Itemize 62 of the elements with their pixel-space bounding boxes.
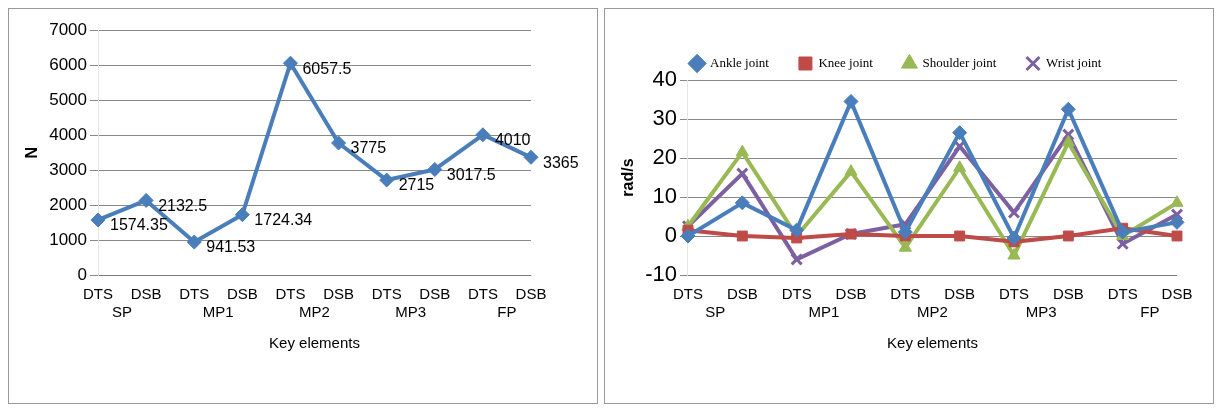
legend-label: Ankle joint [710, 54, 770, 70]
x-tick-label: DSB [323, 285, 354, 303]
y-tick-label: 40 [652, 66, 678, 92]
data-label: 3017.5 [446, 165, 496, 183]
y-axis-title: N [23, 146, 41, 159]
y-tick-label: 30 [652, 105, 678, 131]
text: MP3 [395, 302, 427, 320]
data-label: 2715 [398, 176, 435, 194]
y-tick-label: 0 [77, 264, 88, 284]
data-label: 3775 [350, 139, 387, 157]
legend-label: Knee joint [818, 54, 874, 70]
text: FP [1140, 302, 1160, 320]
text: SP [705, 302, 726, 320]
x-tick-label: DTS [83, 285, 114, 303]
legend-label: Wrist joint [1046, 54, 1102, 70]
y-tick-label: 0 [664, 222, 678, 248]
y-tick-label: -10 [645, 261, 678, 287]
y-tick-label: 2000 [49, 194, 88, 214]
x-axis-title: Key elements [269, 334, 360, 352]
x-tick-label: DTS [890, 285, 921, 303]
x-tick-label: DTS [467, 285, 498, 303]
x-tick-label: DTS [275, 285, 306, 303]
y-tick-label: 20 [652, 144, 678, 170]
y-tick-label: 7000 [49, 19, 88, 39]
y-tick-label: 4000 [49, 124, 88, 144]
text: MP1 [808, 302, 840, 320]
x-tick-label: DSB [726, 285, 758, 303]
x-tick-label: DTS [1107, 285, 1138, 303]
data-label: 941.53 [206, 238, 256, 256]
x-tick-label: DSB [419, 285, 451, 303]
y-tick-label: 6000 [49, 54, 88, 74]
data-label: 2132.5 [158, 196, 208, 214]
x-tick-label: DTS [781, 285, 812, 303]
x-tick-label: DSB [835, 285, 867, 303]
text: SP [112, 302, 133, 320]
x-axis-title: Key elements [887, 334, 978, 352]
text: FP [497, 302, 517, 320]
text: MP1 [202, 302, 234, 320]
x-tick-label: DTS [371, 285, 402, 303]
data-label: 1724.34 [254, 211, 313, 229]
x-tick-label: DSB [1052, 285, 1084, 303]
y-tick-label: 1000 [49, 229, 88, 249]
x-tick-label: DSB [515, 285, 547, 303]
data-label: 1574.35 [110, 216, 168, 234]
y-tick-label: 5000 [49, 89, 88, 109]
x-tick-label: DSB [226, 285, 258, 303]
x-tick-label: DTS [999, 285, 1030, 303]
y-tick-label: 3000 [49, 159, 88, 179]
legend-label: Shoulder joint [922, 54, 997, 70]
x-tick-label: DTS [179, 285, 210, 303]
x-tick-label: DSB [944, 285, 976, 303]
y-axis-title: rad/s [619, 158, 637, 197]
text: MP2 [917, 302, 948, 320]
data-label: 4010 [494, 131, 531, 149]
text: MP3 [1025, 302, 1057, 320]
x-tick-label: DSB [1161, 285, 1193, 303]
text: MP2 [299, 302, 330, 320]
data-label: 3365 [543, 153, 579, 171]
x-tick-label: DSB [130, 285, 162, 303]
y-tick-label: 10 [652, 183, 678, 209]
data-label: 6057.5 [302, 59, 352, 77]
x-tick-label: DTS [673, 285, 704, 303]
